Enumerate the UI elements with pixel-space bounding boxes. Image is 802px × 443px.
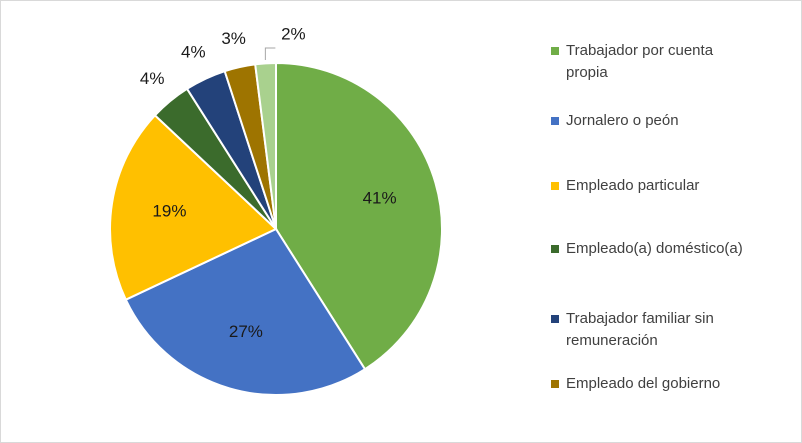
legend-item: Trabajador familiar sin remuneración [551, 308, 751, 352]
legend-item: Trabajador por cuenta propia [551, 40, 751, 84]
legend-swatch [551, 380, 559, 388]
legend-label: Empleado del gobierno [566, 375, 721, 392]
pie-slice [109, 113, 278, 302]
legend-swatch [551, 117, 559, 125]
data-label: 27% [229, 322, 263, 341]
pie-slice [254, 61, 277, 230]
legend-item: Empleado particular [551, 175, 751, 197]
legend-swatch [551, 245, 559, 253]
legend-label: Trabajador familiar sin remuneración [566, 310, 714, 349]
legend-swatch [551, 182, 559, 190]
data-label: 3% [221, 29, 246, 48]
legend-swatch [551, 47, 559, 55]
legend-item: Jornalero o peón [551, 110, 751, 132]
legend-label: Trabajador por cuenta propia [566, 42, 714, 81]
legend-item: Empleado del gobierno [551, 373, 751, 395]
pie-slice [124, 227, 367, 396]
data-label: 19% [152, 202, 186, 221]
data-label: 4% [140, 69, 165, 88]
legend-label: Empleado particular [566, 177, 700, 194]
legend-label: Jornalero o peón [566, 112, 679, 129]
data-label: 41% [363, 188, 397, 207]
leader-line [264, 47, 276, 61]
legend-swatch [551, 315, 559, 323]
data-label: 4% [181, 43, 206, 62]
legend-label: Empleado(a) doméstico(a) [566, 240, 743, 257]
legend-item: Empleado(a) doméstico(a) [551, 238, 751, 260]
data-label: 2% [281, 24, 306, 43]
